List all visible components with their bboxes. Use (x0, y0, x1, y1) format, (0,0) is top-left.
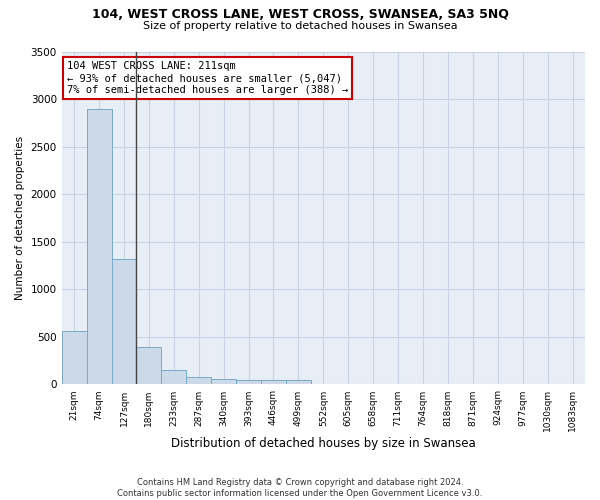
X-axis label: Distribution of detached houses by size in Swansea: Distribution of detached houses by size … (171, 437, 476, 450)
Text: Contains HM Land Registry data © Crown copyright and database right 2024.
Contai: Contains HM Land Registry data © Crown c… (118, 478, 482, 498)
Bar (261, 380, 286, 384)
Bar (286, 380, 311, 384)
Y-axis label: Number of detached properties: Number of detached properties (15, 136, 25, 300)
Bar (211, 379, 236, 384)
Bar (161, 370, 186, 384)
Bar (86, 108, 112, 384)
Bar (236, 380, 261, 384)
Bar (62, 331, 86, 384)
Bar (136, 348, 161, 385)
Bar (112, 259, 136, 384)
Text: 104, WEST CROSS LANE, WEST CROSS, SWANSEA, SA3 5NQ: 104, WEST CROSS LANE, WEST CROSS, SWANSE… (92, 8, 508, 20)
Text: 104 WEST CROSS LANE: 211sqm
← 93% of detached houses are smaller (5,047)
7% of s: 104 WEST CROSS LANE: 211sqm ← 93% of det… (67, 62, 348, 94)
Text: Size of property relative to detached houses in Swansea: Size of property relative to detached ho… (143, 21, 457, 31)
Bar (186, 377, 211, 384)
